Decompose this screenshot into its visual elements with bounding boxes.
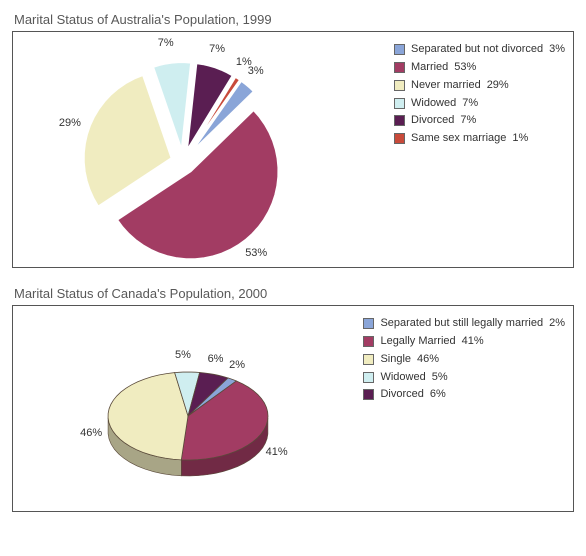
chart-title: Marital Status of Australia's Population… bbox=[14, 12, 574, 27]
legend-swatch bbox=[394, 44, 405, 55]
legend-item: Single 46% bbox=[363, 352, 565, 367]
legend-percent: 7% bbox=[460, 113, 476, 128]
pie-slice bbox=[84, 75, 172, 207]
legend-label: Separated but still legally married bbox=[380, 316, 543, 331]
slice-percent-label: 46% bbox=[80, 427, 102, 439]
slice-percent-label: 53% bbox=[245, 247, 267, 259]
slice-percent-label: 2% bbox=[229, 359, 245, 371]
legend-percent: 29% bbox=[487, 78, 509, 93]
legend-label: Widowed bbox=[411, 96, 456, 111]
chart-block: Marital Status of Canada's Population, 2… bbox=[12, 286, 574, 512]
legend-item: Divorced 7% bbox=[394, 113, 565, 128]
legend-swatch bbox=[394, 115, 405, 126]
legend-item: Widowed 7% bbox=[394, 96, 565, 111]
slice-percent-label: 7% bbox=[158, 37, 174, 49]
legend-label: Married bbox=[411, 60, 448, 75]
legend-swatch bbox=[363, 389, 374, 400]
legend-item: Legally Married 41% bbox=[363, 334, 565, 349]
legend-swatch bbox=[394, 133, 405, 144]
legend-swatch bbox=[363, 318, 374, 329]
legend-percent: 6% bbox=[430, 387, 446, 402]
legend-label: Same sex marriage bbox=[411, 131, 506, 146]
legend-swatch bbox=[363, 336, 374, 347]
legend-percent: 1% bbox=[512, 131, 528, 146]
chart-legend: Separated but not divorced 3% Married 53% Ne… bbox=[394, 42, 565, 149]
chart-frame: 3%53%29%7%7%1%Separated but not divorced… bbox=[12, 31, 574, 268]
slice-percent-label: 1% bbox=[236, 56, 252, 68]
legend-swatch bbox=[394, 62, 405, 73]
legend-label: Divorced bbox=[380, 387, 423, 402]
legend-label: Divorced bbox=[411, 113, 454, 128]
legend-label: Separated but not divorced bbox=[411, 42, 543, 57]
legend-item: Married 53% bbox=[394, 60, 565, 75]
legend-percent: 5% bbox=[432, 370, 448, 385]
legend-swatch bbox=[363, 354, 374, 365]
legend-item: Divorced 6% bbox=[363, 387, 565, 402]
legend-label: Legally Married bbox=[380, 334, 455, 349]
legend-swatch bbox=[394, 80, 405, 91]
legend-item: Never married 29% bbox=[394, 78, 565, 93]
legend-percent: 3% bbox=[549, 42, 565, 57]
legend-percent: 2% bbox=[549, 316, 565, 331]
legend-percent: 53% bbox=[454, 60, 476, 75]
chart-block: Marital Status of Australia's Population… bbox=[12, 12, 574, 268]
legend-label: Never married bbox=[411, 78, 481, 93]
legend-swatch bbox=[363, 372, 374, 383]
legend-percent: 41% bbox=[462, 334, 484, 349]
slice-percent-label: 29% bbox=[59, 117, 81, 129]
legend-item: Widowed 5% bbox=[363, 370, 565, 385]
chart-title: Marital Status of Canada's Population, 2… bbox=[14, 286, 574, 301]
legend-percent: 7% bbox=[462, 96, 478, 111]
legend-percent: 46% bbox=[417, 352, 439, 367]
slice-percent-label: 6% bbox=[208, 353, 224, 365]
legend-item: Separated but still legally married 2% bbox=[363, 316, 565, 331]
slice-percent-label: 5% bbox=[175, 349, 191, 361]
slice-percent-label: 7% bbox=[209, 43, 225, 55]
legend-label: Single bbox=[380, 352, 411, 367]
legend-item: Same sex marriage 1% bbox=[394, 131, 565, 146]
chart-legend: Separated but still legally married 2% Leg… bbox=[363, 316, 565, 405]
legend-label: Widowed bbox=[380, 370, 425, 385]
slice-percent-label: 41% bbox=[266, 446, 288, 458]
legend-item: Separated but not divorced 3% bbox=[394, 42, 565, 57]
chart-frame: 2%41%46%5%6%Separated but still legally … bbox=[12, 305, 574, 512]
legend-swatch bbox=[394, 98, 405, 109]
